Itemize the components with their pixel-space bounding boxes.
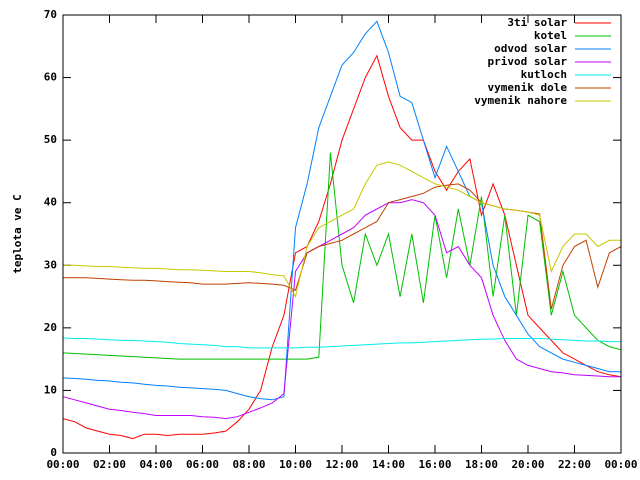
series-line xyxy=(62,199,621,420)
x-tick-label: 20:00 xyxy=(511,458,544,471)
series-line xyxy=(63,161,621,298)
x-tick-label: 00:00 xyxy=(604,458,637,471)
legend-label: vymenik dole xyxy=(488,81,568,94)
x-tick-label: 04:00 xyxy=(139,458,172,471)
legend-label: vymenik nahore xyxy=(474,94,567,107)
x-tick-label: 16:00 xyxy=(418,458,451,471)
x-tick-label: 06:00 xyxy=(186,458,219,471)
legend-label: privod solar xyxy=(488,55,568,68)
x-tick-label: 12:00 xyxy=(325,458,358,471)
y-tick-label: 0 xyxy=(50,446,57,459)
legend-label: 3ti solar xyxy=(507,16,567,29)
y-tick-label: 20 xyxy=(44,321,57,334)
x-tick-label: 22:00 xyxy=(558,458,591,471)
x-tick-label: 08:00 xyxy=(232,458,265,471)
series-line xyxy=(63,183,622,310)
series-line xyxy=(62,20,621,401)
x-tick-label: 02:00 xyxy=(93,458,126,471)
y-tick-label: 40 xyxy=(44,196,57,209)
legend-label: kutloch xyxy=(521,68,567,81)
legend-label: odvod solar xyxy=(494,42,567,55)
x-tick-label: 14:00 xyxy=(372,458,405,471)
y-tick-label: 10 xyxy=(44,383,57,396)
legend-label: kotel xyxy=(534,29,567,42)
series-line xyxy=(62,337,621,349)
y-tick-label: 70 xyxy=(44,8,57,21)
y-tick-label: 60 xyxy=(44,71,57,84)
x-tick-label: 10:00 xyxy=(279,458,312,471)
series-line xyxy=(62,54,622,440)
y-tick-label: 50 xyxy=(44,133,57,146)
y-axis-label: teplota ve C xyxy=(11,194,24,273)
series-line xyxy=(62,152,622,360)
plot-border xyxy=(62,14,622,454)
x-tick-label: 00:00 xyxy=(46,458,79,471)
x-tick-label: 18:00 xyxy=(465,458,498,471)
y-tick-label: 30 xyxy=(44,258,57,271)
